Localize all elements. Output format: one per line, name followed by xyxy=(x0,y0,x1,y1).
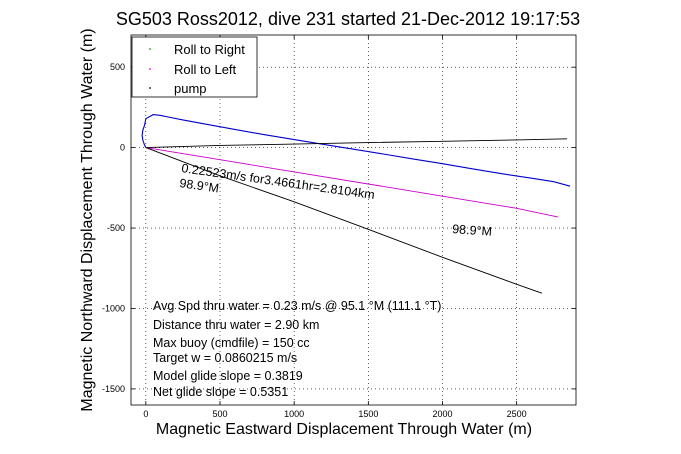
stat-avg-speed: Avg Spd thru water = 0.23 m/s @ 95.1 °M … xyxy=(153,299,441,313)
x-tick-label: 500 xyxy=(212,409,227,419)
y-tick-label: 500 xyxy=(110,62,125,72)
y-axis-label: Magnetic Northward Displacement Through … xyxy=(79,28,96,411)
legend-marker-pump xyxy=(149,87,151,89)
data-series xyxy=(141,114,571,294)
series-line-3 xyxy=(145,147,543,294)
series-line-1 xyxy=(145,138,568,149)
legend-box xyxy=(131,36,258,98)
y-tick-label: -1000 xyxy=(102,303,125,313)
x-tick-label: 2000 xyxy=(432,409,452,419)
series-line-0 xyxy=(141,114,571,187)
legend-marker-roll-left xyxy=(149,68,151,70)
series-line-2 xyxy=(145,147,559,218)
x-tick-label: 1000 xyxy=(284,409,304,419)
x-axis-label: Magnetic Eastward Displacement Through W… xyxy=(156,421,532,438)
y-tick-label: 0 xyxy=(120,143,125,153)
stat-net-glide: Net glide slope = 0.5351 xyxy=(153,385,288,399)
legend-marker-roll-right xyxy=(149,48,151,50)
stat-target-w: Target w = 0.0860215 m/s xyxy=(153,351,297,365)
stat-max-buoy: Max buoy (cmdfile) = 150 cc xyxy=(153,336,310,350)
grid xyxy=(131,35,576,405)
heading-annotation-1: 98.9°M xyxy=(179,176,220,195)
legend-label-roll-right: Roll to Right xyxy=(174,42,245,57)
chart-title: SG503 Ross2012, dive 231 started 21-Dec-… xyxy=(116,9,580,29)
stats-block: Avg Spd thru water = 0.23 m/s @ 95.1 °M … xyxy=(153,299,441,399)
heading-annotation-2: 98.9°M xyxy=(452,222,493,239)
legend-label-roll-left: Roll to Left xyxy=(174,62,237,77)
legend-label-pump: pump xyxy=(174,81,207,96)
x-tick-label: 1500 xyxy=(358,409,378,419)
legend: Roll to Right Roll to Left pump xyxy=(131,36,258,98)
stat-model-glide: Model glide slope = 0.3819 xyxy=(153,369,303,383)
x-tick-label: 0 xyxy=(143,409,148,419)
stat-distance: Distance thru water = 2.90 km xyxy=(153,318,319,332)
y-tick-label: -1500 xyxy=(102,384,125,394)
y-tick-label: -500 xyxy=(107,223,125,233)
x-tick-label: 2500 xyxy=(507,409,527,419)
